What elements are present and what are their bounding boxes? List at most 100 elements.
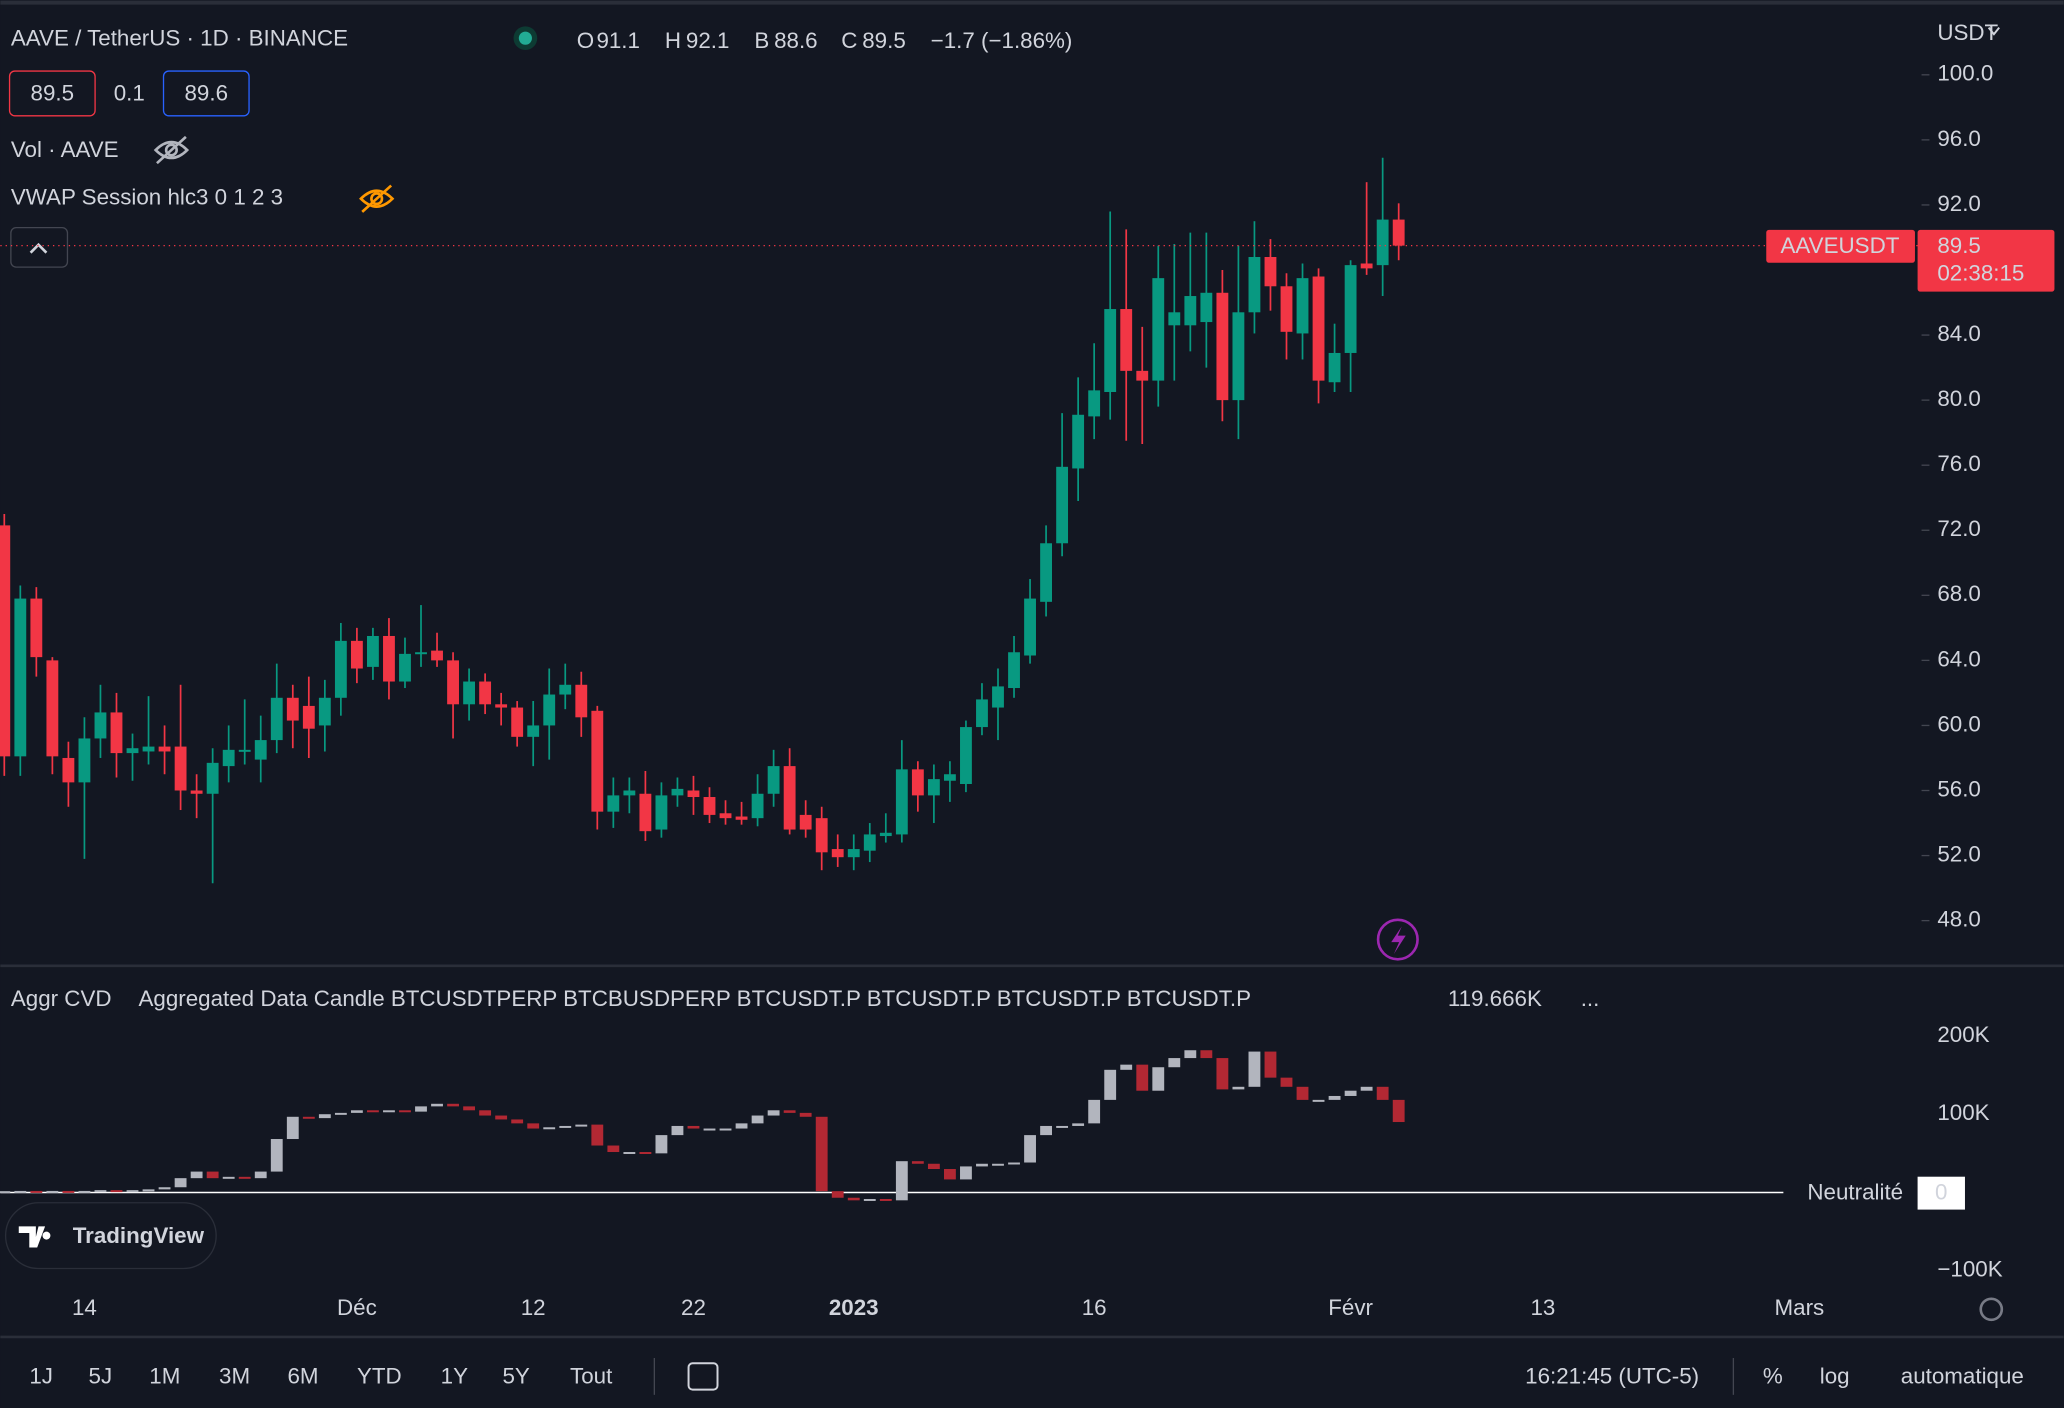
candle-body: [78, 738, 91, 783]
range-button[interactable]: 3M: [219, 1364, 250, 1389]
cvd-candle: [1024, 1135, 1036, 1163]
cvd-candle: [126, 1190, 139, 1193]
candle-body: [1216, 292, 1229, 401]
range-button[interactable]: 5Y: [502, 1364, 529, 1389]
candle-body: [992, 686, 1004, 708]
cvd-candle: [158, 1187, 171, 1190]
price-tag: [1917, 229, 2055, 292]
scale-option[interactable]: log: [1820, 1364, 1850, 1389]
symbol-tag-label: AAVEUSDT: [1781, 233, 1900, 258]
candle-body: [1360, 263, 1373, 269]
candle-body: [431, 650, 443, 661]
bid-box[interactable]: [8, 70, 96, 117]
cvd-candle: [1184, 1050, 1197, 1059]
y-tick-label: −100K: [1937, 1257, 2002, 1282]
eye-hidden-icon[interactable]: [153, 135, 190, 165]
collapse-button[interactable]: [10, 226, 69, 268]
range-button[interactable]: 1M: [149, 1364, 180, 1389]
candle-body: [1040, 543, 1053, 602]
candle-body: [847, 849, 860, 858]
candle-body: [960, 727, 972, 784]
candle-body: [350, 640, 363, 669]
currency-dropdown[interactable]: [1987, 27, 2000, 36]
indicator-value: 119.666K: [1448, 986, 1542, 1011]
cvd-candle: [383, 1110, 395, 1113]
cvd-candle: [302, 1116, 315, 1119]
candle-body: [799, 814, 812, 830]
candle-body: [1200, 292, 1213, 323]
y-tick-label: 96.0: [1937, 126, 1981, 151]
x-tick-label: 22: [681, 1295, 706, 1320]
candle-body: [1280, 286, 1293, 332]
range-button[interactable]: Tout: [570, 1364, 613, 1389]
settings-icon[interactable]: [1979, 1297, 2004, 1322]
y-tick-label: 100.0: [1937, 61, 1993, 86]
cvd-candle: [415, 1106, 427, 1112]
candle-body: [190, 790, 203, 794]
ohlc-value: 91.1: [596, 28, 640, 53]
range-button[interactable]: 5J: [89, 1364, 113, 1389]
eye-hidden-icon[interactable]: [359, 184, 395, 213]
cvd-candle: [671, 1125, 684, 1136]
candle-body: [1248, 256, 1261, 313]
change-value: −1.7 (−1.86%): [931, 28, 1073, 53]
cvd-candle: [1056, 1125, 1069, 1128]
cvd-candle: [623, 1152, 636, 1154]
candle-body: [751, 793, 764, 819]
bid-price[interactable]: 89.5: [31, 81, 75, 106]
candle-body: [110, 712, 123, 754]
cvd-candle: [639, 1152, 652, 1154]
candle-body: [1376, 219, 1389, 266]
candle-body: [607, 795, 620, 812]
neutral-label: Neutralité: [1807, 1180, 1903, 1205]
candle-body: [0, 525, 11, 757]
cvd-candle: [1072, 1123, 1085, 1126]
candle-body: [927, 779, 940, 796]
cvd-candle: [1360, 1086, 1373, 1091]
range-button[interactable]: 1Y: [441, 1364, 468, 1389]
candle-body: [463, 681, 476, 705]
range-button[interactable]: 6M: [287, 1364, 318, 1389]
candle-body: [270, 697, 283, 741]
candle-body: [495, 704, 508, 708]
candle-body: [1264, 256, 1277, 287]
range-button[interactable]: 1J: [29, 1364, 53, 1389]
cvd-candle: [1248, 1051, 1261, 1087]
zero-tag: [1917, 1176, 1965, 1210]
candle-body: [879, 832, 892, 837]
cvd-candle: [350, 1110, 363, 1113]
scale-option[interactable]: %: [1763, 1364, 1783, 1389]
candle-body: [911, 769, 924, 796]
candle-body: [286, 697, 299, 721]
status-dot: [518, 31, 532, 45]
cvd-candle: [559, 1125, 572, 1128]
ohlc-value: 92.1: [686, 28, 730, 53]
ask-box[interactable]: [162, 70, 250, 117]
cvd-candle: [1328, 1095, 1341, 1100]
indicator-more[interactable]: ...: [1581, 986, 1600, 1011]
scale-option[interactable]: automatique: [1901, 1364, 2024, 1389]
candle-body: [479, 681, 492, 705]
cvd-candle: [735, 1123, 748, 1129]
logo-badge[interactable]: [4, 1202, 217, 1270]
currency-label[interactable]: USDT: [1937, 20, 1998, 45]
candle-body: [815, 818, 828, 853]
candle-body: [334, 640, 347, 698]
cvd-candle: [14, 1190, 27, 1193]
cvd-candle: [655, 1135, 668, 1154]
cvd-candle: [879, 1198, 892, 1201]
candle-body: [1056, 466, 1069, 544]
candle-body: [543, 694, 556, 726]
cvd-candle: [110, 1190, 123, 1193]
candle-body: [591, 710, 604, 812]
range-button[interactable]: YTD: [357, 1364, 402, 1389]
clock: 16:21:45 (UTC-5): [1525, 1364, 1699, 1389]
cvd-candle: [1216, 1058, 1229, 1090]
lightning-icon[interactable]: [1376, 918, 1419, 961]
y-tick-label: 64.0: [1937, 646, 1981, 671]
candle-body: [831, 849, 844, 858]
ask-price[interactable]: 89.6: [185, 81, 229, 106]
cvd-candle: [543, 1127, 556, 1130]
logo-text[interactable]: TradingView: [73, 1223, 205, 1248]
date-range-icon[interactable]: [687, 1362, 719, 1391]
